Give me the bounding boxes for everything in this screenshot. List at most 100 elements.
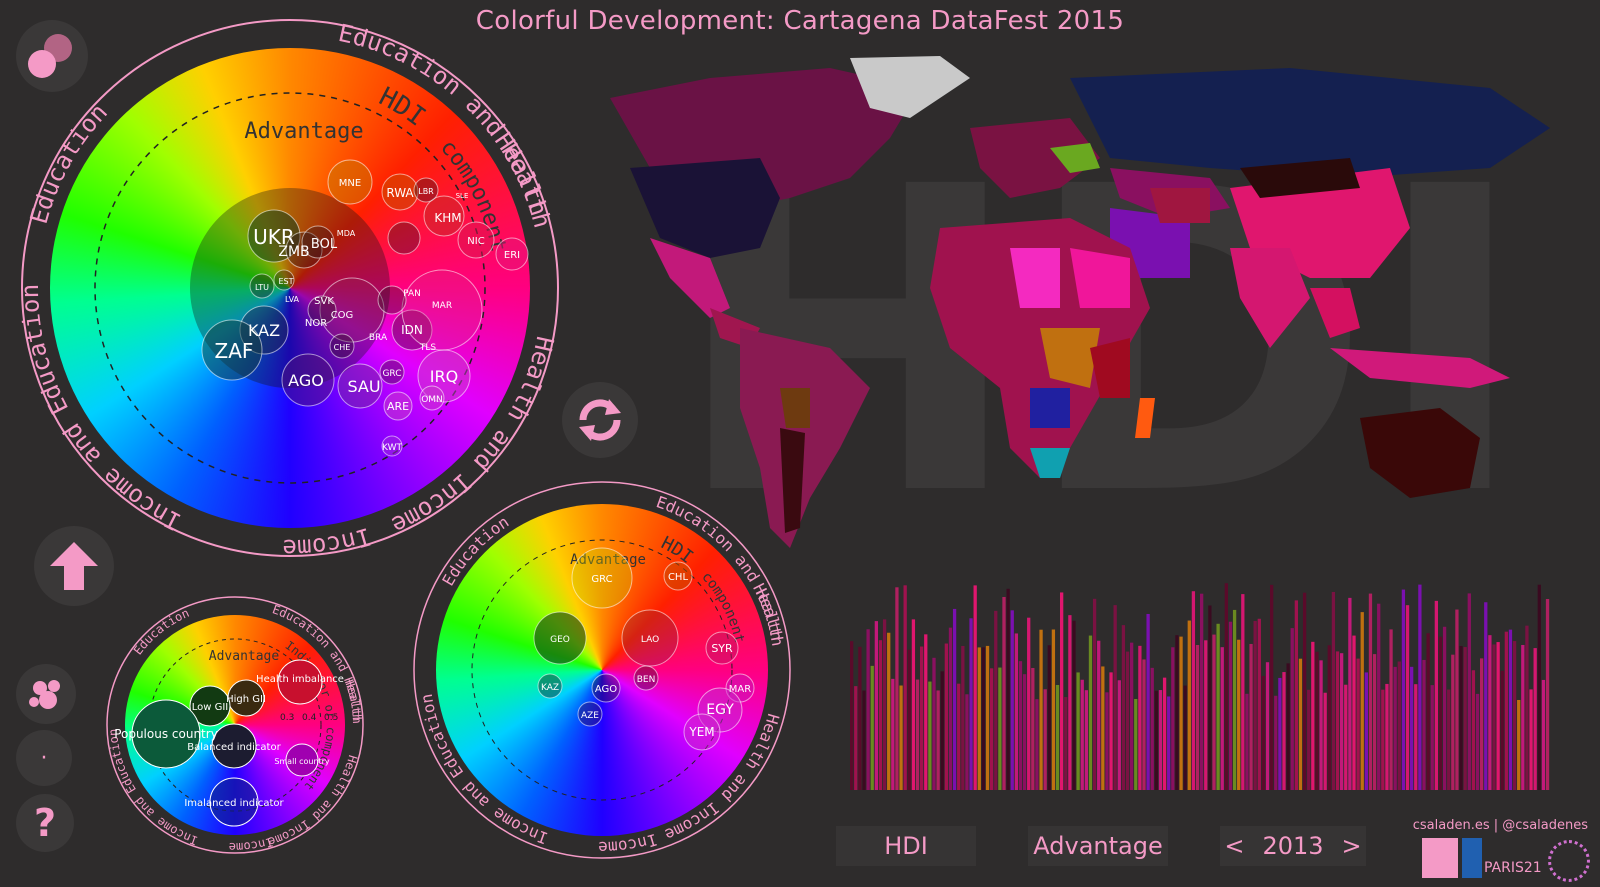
country-bar[interactable] [866,629,870,790]
main-hdi-wheel[interactable]: Education and Health Health Health and I… [12,10,568,566]
country-bar[interactable] [1426,633,1430,790]
country-bar[interactable] [1480,658,1484,790]
country-bar[interactable] [1368,593,1373,790]
country-bar[interactable] [1335,651,1340,790]
country-bar[interactable] [1179,636,1183,790]
country-bar[interactable] [1261,675,1266,790]
country-bar[interactable] [1097,640,1101,790]
region-russia[interactable] [1070,68,1550,178]
region-south-africa[interactable] [1030,448,1070,478]
country-bar[interactable] [952,608,957,790]
country-bar[interactable] [1130,642,1134,790]
country-bar[interactable] [1537,584,1541,790]
country-bar[interactable] [1257,618,1261,790]
country-bar[interactable] [1270,584,1274,790]
country-bar[interactable] [1191,591,1196,790]
region-iran[interactable] [1150,188,1210,223]
country-bar[interactable] [1463,647,1467,790]
country-bar[interactable] [1517,699,1521,790]
country-bar[interactable] [1311,641,1315,790]
country-bar[interactable] [1414,684,1418,790]
country-bar[interactable] [1298,658,1303,790]
logo-button[interactable] [16,20,88,92]
country-bar[interactable] [1064,697,1068,790]
country-bar[interactable] [874,621,878,790]
country-bar[interactable] [854,686,858,790]
country-bar[interactable] [1434,600,1438,790]
country-bar[interactable] [1274,695,1278,790]
country-bar[interactable] [1113,605,1117,790]
country-bar[interactable] [1410,666,1414,790]
country-bar[interactable] [1224,583,1228,790]
country-bar[interactable] [1060,592,1064,790]
region-bolivia[interactable] [780,388,810,428]
world-map[interactable]: HDI [590,48,1595,588]
region-mongolia[interactable] [1240,158,1360,198]
country-bar[interactable] [1047,645,1051,790]
region-madagascar[interactable] [1135,398,1155,438]
bubbles-button[interactable] [16,664,76,724]
country-bar[interactable] [1208,605,1212,790]
country-bar[interactable] [1162,677,1167,790]
country-bar[interactable] [1220,647,1224,790]
country-bar[interactable] [1002,596,1006,790]
country-bar[interactable] [940,671,944,790]
country-bar[interactable] [1109,672,1113,790]
country-bar[interactable] [1331,591,1336,790]
country-bar[interactable] [1241,594,1245,790]
country-bar[interactable] [870,665,874,790]
country-bar[interactable] [1512,641,1517,790]
country-bar[interactable] [1232,609,1237,790]
country-bar[interactable] [928,681,932,790]
country-bar[interactable] [994,610,998,790]
country-bar[interactable] [1200,593,1204,790]
region-ukraine[interactable] [1050,143,1100,173]
country-bar[interactable] [1442,626,1447,790]
country-bar[interactable] [1092,598,1097,790]
country-bar[interactable] [891,678,895,790]
country-bar[interactable] [1167,696,1171,790]
country-bar[interactable] [1521,644,1525,790]
country-bar[interactable] [1302,592,1307,790]
country-bar[interactable] [1088,635,1093,790]
next-year-button[interactable]: > [1341,832,1362,860]
country-bar[interactable] [1051,629,1056,791]
country-bar[interactable] [920,646,924,790]
indicator-selector[interactable]: HDI [836,826,976,866]
country-bar[interactable] [1422,659,1426,790]
dot-button[interactable]: · [16,730,72,786]
country-bar[interactable] [1265,662,1270,790]
country-bar[interactable] [981,647,986,790]
country-bar[interactable] [862,690,866,790]
country-bar[interactable] [1105,692,1109,790]
country-bar[interactable] [1496,642,1500,790]
country-bar[interactable] [1545,599,1550,790]
country-bar[interactable] [1393,666,1397,790]
country-bar[interactable] [961,645,965,790]
country-bar[interactable] [1154,690,1158,790]
country-bar[interactable] [882,619,887,790]
country-bar[interactable] [903,585,907,790]
country-bar[interactable] [1018,661,1023,790]
country-bar[interactable] [858,646,862,790]
country-bar[interactable] [1504,631,1508,790]
country-bar[interactable] [1307,689,1311,790]
country-bar[interactable] [1076,672,1080,790]
country-bar[interactable] [1249,643,1253,790]
country-bar[interactable] [1055,684,1060,790]
region-sudan[interactable] [1070,248,1130,308]
region-southeast-asia[interactable] [1310,288,1360,338]
country-bar[interactable] [965,694,969,790]
country-bar[interactable] [1451,654,1455,790]
country-bar[interactable] [1187,620,1191,790]
prev-year-button[interactable]: < [1224,832,1245,860]
country-bar[interactable] [924,634,928,790]
region-greenland[interactable] [850,56,970,118]
region-indonesia[interactable] [1330,348,1510,388]
region-argentina[interactable] [780,428,805,533]
country-bar[interactable] [1372,654,1377,790]
country-bar[interactable] [1216,623,1220,790]
country-bar[interactable] [1101,666,1105,790]
country-bar[interactable] [957,683,961,790]
country-bar[interactable] [1418,584,1422,790]
